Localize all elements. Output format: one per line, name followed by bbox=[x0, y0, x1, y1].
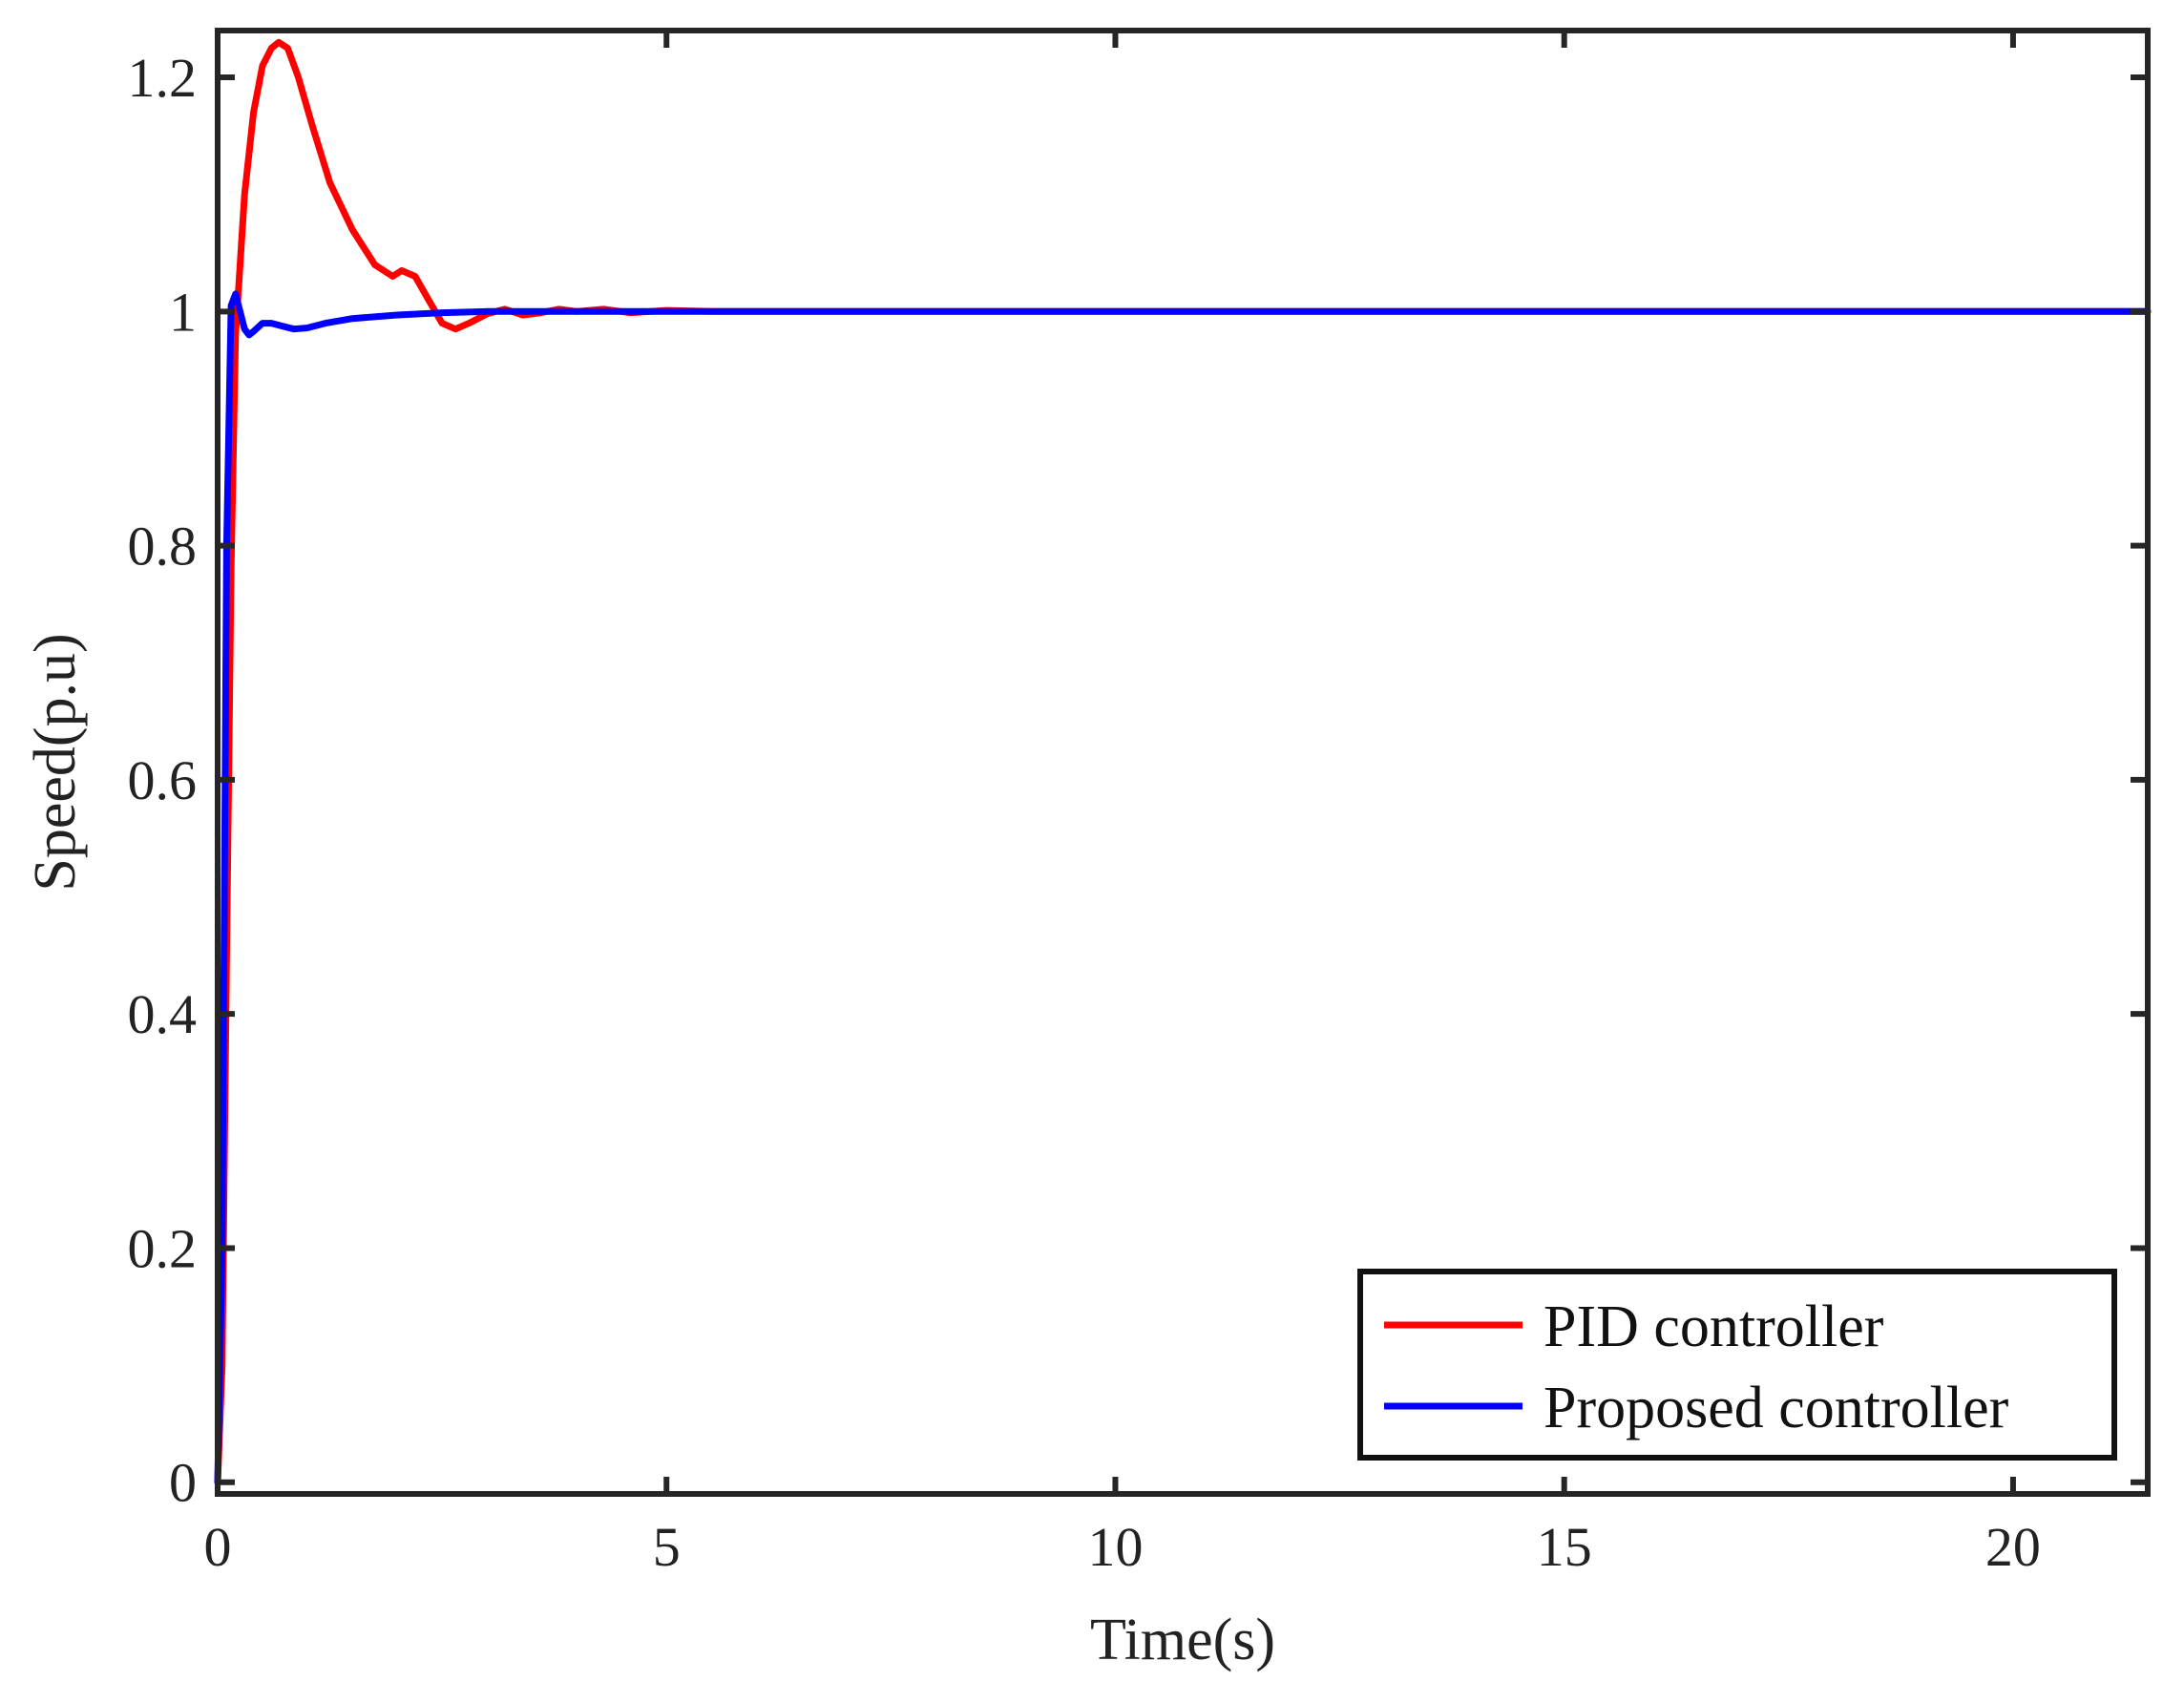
y-tick-label: 1 bbox=[169, 281, 197, 343]
x-tick-label: 10 bbox=[1087, 1516, 1143, 1578]
x-tick-label: 0 bbox=[204, 1516, 232, 1578]
y-tick-label: 0.6 bbox=[128, 749, 198, 811]
x-tick-label: 20 bbox=[1985, 1516, 2041, 1578]
plot-frame bbox=[215, 28, 2151, 1497]
plot-lines bbox=[214, 38, 2152, 1486]
y-tick-label: 0.2 bbox=[128, 1217, 198, 1279]
legend-label-pid: PID controller bbox=[1544, 1294, 1884, 1359]
axis-ticks bbox=[215, 31, 2148, 1494]
legend-box bbox=[1357, 1269, 2117, 1461]
y-tick-label: 0 bbox=[169, 1452, 197, 1514]
series-line-pid bbox=[214, 38, 2152, 1486]
x-axis-label: Time(s) bbox=[1090, 1608, 1275, 1672]
y-tick-label: 0.8 bbox=[128, 515, 198, 578]
y-axis-label: Speed(p.u) bbox=[23, 633, 88, 891]
tick-labels: 0 5 10 15 20 0 0.2 0.4 0.6 0.8 1 1.2 bbox=[128, 47, 2041, 1578]
y-tick-label: 0.4 bbox=[128, 983, 198, 1045]
x-tick-label: 5 bbox=[653, 1516, 681, 1578]
legend-label-proposed: Proposed controller bbox=[1544, 1376, 2009, 1440]
series-line-proposed bbox=[214, 290, 2152, 1486]
x-tick-label: 15 bbox=[1537, 1516, 1592, 1578]
legend: PID controller Proposed controller bbox=[1357, 1269, 2117, 1461]
y-tick-label: 1.2 bbox=[128, 47, 198, 109]
